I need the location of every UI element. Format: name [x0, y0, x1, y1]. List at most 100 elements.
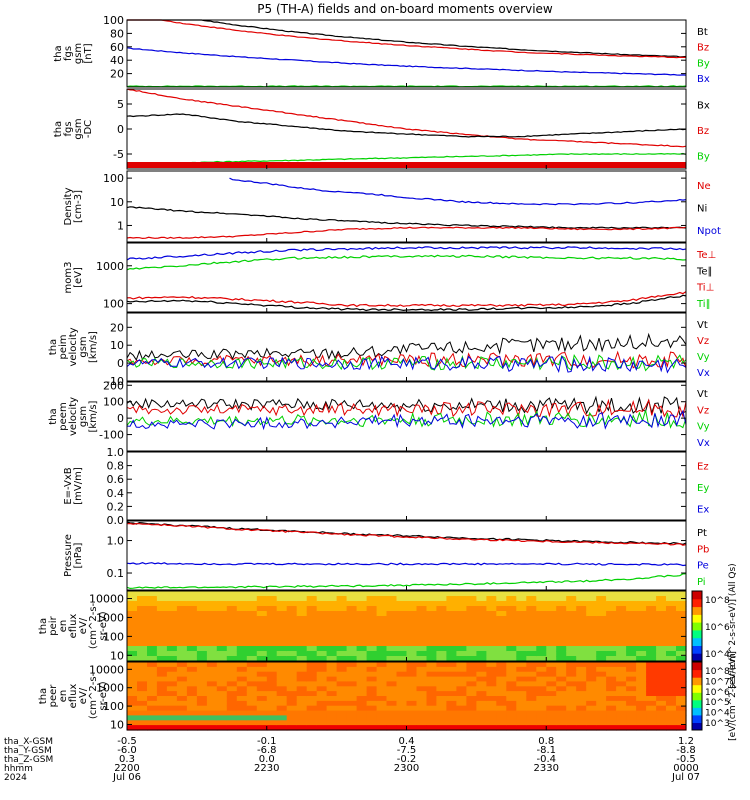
heatmap-cell — [316, 596, 328, 602]
heatmap-cell — [326, 662, 338, 668]
heatmap-cell — [346, 666, 358, 673]
heatmap-cell — [166, 666, 178, 673]
heatmap-cell — [476, 656, 487, 662]
heatmap-cell — [366, 720, 378, 726]
heatmap-cell — [216, 720, 228, 726]
y-tick-label: 1.0 — [107, 446, 125, 459]
y-tick-label: 10000 — [89, 593, 124, 606]
heatmap-cell — [276, 696, 288, 702]
heatmap-cell — [166, 631, 178, 637]
heatmap-cell — [276, 641, 288, 647]
heatmap-cell — [656, 700, 667, 707]
heatmap-cell — [296, 696, 308, 702]
colorbar-tick-label: 10^7 — [705, 677, 730, 687]
y-tick-label: 1000 — [96, 260, 124, 273]
heatmap-cell — [416, 651, 428, 657]
heatmap-cell — [576, 671, 587, 678]
heatmap-cell — [576, 686, 587, 692]
heatmap-cell — [356, 696, 368, 702]
heatmap-cell — [606, 720, 617, 726]
colorbar-label: [eV/(cm^2-s-sr-eV)] (All Qs) — [728, 563, 738, 688]
heatmap-cell — [386, 705, 398, 712]
heatmap-cell — [436, 671, 447, 678]
heatmap-cell — [526, 705, 537, 712]
heatmap-cell — [446, 646, 457, 652]
heatmap-cell — [626, 641, 637, 647]
heatmap-cell — [226, 641, 238, 647]
heatmap-cell — [636, 715, 647, 721]
heatmap-cell — [576, 611, 587, 617]
heatmap-cell — [206, 636, 218, 642]
heatmap-cell — [486, 656, 497, 662]
heatmap-cell — [606, 666, 617, 673]
heatmap-cell — [506, 591, 517, 597]
heatmap-cell — [606, 651, 617, 657]
heatmap-cell — [156, 666, 168, 673]
heatmap-cell — [396, 641, 408, 647]
heatmap-cell — [176, 606, 188, 612]
heatmap-cell — [137, 656, 148, 662]
heatmap-cell — [326, 621, 338, 627]
heatmap-cell — [306, 591, 318, 597]
heatmap-cell — [196, 621, 208, 627]
heatmap-cell — [546, 606, 557, 612]
heatmap-cell — [366, 641, 378, 647]
heatmap-cell — [596, 725, 607, 731]
heatmap-cell — [176, 666, 188, 673]
heatmap-cell — [346, 626, 358, 632]
heatmap-cell — [206, 671, 218, 678]
legend-entry: Pe — [697, 561, 709, 572]
heatmap-cell — [616, 621, 627, 627]
heatmap-cell — [656, 681, 667, 687]
heatmap-cell — [546, 666, 557, 673]
heatmap-cell — [426, 606, 438, 612]
heatmap-cell — [546, 611, 557, 617]
legend-entry: Bx — [697, 74, 710, 85]
heatmap-cell — [256, 686, 268, 692]
series-line-blue — [126, 47, 687, 76]
heatmap-cell — [606, 631, 617, 637]
heatmap-cell — [246, 651, 258, 657]
heatmap-cell — [196, 666, 208, 673]
heatmap-cell — [556, 621, 567, 627]
heatmap-cell — [646, 616, 657, 622]
heatmap-cell — [496, 651, 507, 657]
heatmap-cell — [176, 700, 188, 707]
heatmap-cell — [416, 646, 428, 652]
x-tick-x: 0.4 — [399, 736, 415, 747]
heatmap-cell — [606, 705, 617, 712]
heatmap-cell — [416, 616, 428, 622]
heatmap-cell — [556, 606, 567, 612]
heatmap-cell — [326, 651, 338, 657]
y-axis-label: tha — [53, 45, 64, 61]
heatmap-cell — [566, 591, 577, 597]
heatmap-cell — [236, 700, 248, 707]
heatmap-cell — [147, 631, 158, 637]
heatmap-cell — [486, 606, 497, 612]
heatmap-cell — [246, 591, 258, 597]
heatmap-cell — [216, 691, 228, 697]
heatmap-cell — [546, 651, 557, 657]
heatmap-cell — [166, 681, 178, 687]
heatmap-cell — [656, 656, 667, 662]
heatmap-cell — [236, 686, 248, 692]
heatmap-cell — [396, 606, 408, 612]
heatmap-cell — [266, 621, 278, 627]
y-axis-label: gsm — [78, 336, 89, 357]
heatmap-cell — [266, 676, 278, 683]
heatmap-cell — [336, 700, 348, 707]
heatmap-cell — [156, 646, 168, 652]
heatmap-cell — [326, 601, 338, 607]
heatmap-cell — [386, 601, 398, 607]
heatmap-cell — [147, 646, 158, 652]
y-axis-label: [km/s] — [88, 400, 99, 432]
heatmap-cell — [426, 666, 438, 673]
heatmap-cell — [456, 715, 467, 721]
heatmap-cell — [316, 621, 328, 627]
heatmap-cell — [156, 676, 168, 683]
y-tick-label: 10 — [110, 649, 124, 662]
heatmap-cell — [137, 720, 148, 726]
heatmap-cell — [306, 596, 318, 602]
heatmap-cell — [366, 686, 378, 692]
